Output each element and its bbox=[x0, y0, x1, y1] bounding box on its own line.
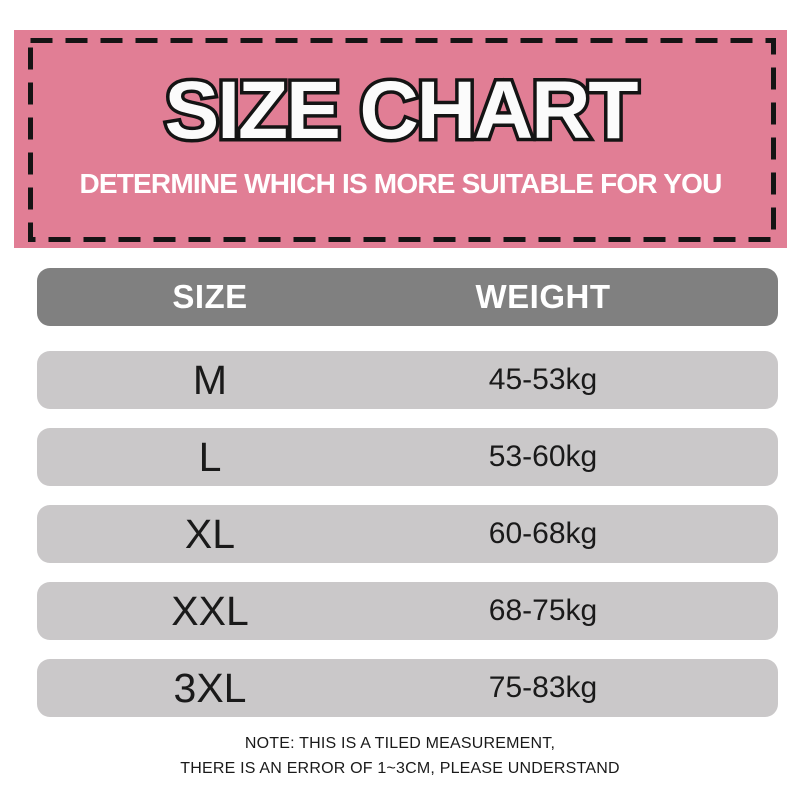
table-row: 3XL 75-83kg bbox=[37, 659, 778, 717]
weight-cell: 53-60kg bbox=[488, 440, 598, 473]
size-chart-banner: SIZE CHART SIZE CHART DETERMINE WHICH IS… bbox=[14, 30, 787, 248]
banner-title: SIZE CHART SIZE CHART bbox=[14, 65, 787, 156]
weight-cell: 75-83kg bbox=[488, 671, 598, 704]
banner-subtitle: DETERMINE WHICH IS MORE SUITABLE FOR YOU bbox=[79, 168, 722, 199]
header-weight: WEIGHT bbox=[475, 278, 611, 315]
note-line-2: THERE IS AN ERROR OF 1~3CM, PLEASE UNDER… bbox=[180, 760, 620, 777]
measurement-note: NOTE: THIS IS A TILED MEASUREMENT, THERE… bbox=[0, 731, 800, 781]
header-size: SIZE bbox=[172, 278, 248, 315]
size-cell: XXL bbox=[171, 587, 249, 634]
size-cell: 3XL bbox=[173, 664, 247, 711]
weight-cell: 68-75kg bbox=[488, 594, 598, 627]
table-row: XL 60-68kg bbox=[37, 505, 778, 563]
size-cell: XL bbox=[184, 510, 236, 557]
note-line-1: NOTE: THIS IS A TILED MEASUREMENT, bbox=[244, 735, 556, 752]
banner-title-outline: SIZE CHART bbox=[161, 65, 642, 156]
dashed-border bbox=[28, 38, 776, 242]
size-cell: L bbox=[198, 433, 222, 480]
table-header-row: SIZE WEIGHT bbox=[37, 268, 778, 326]
table-row: XXL 68-75kg bbox=[37, 582, 778, 640]
banner-title-text: SIZE CHART bbox=[164, 65, 639, 156]
size-weight-table: SIZE WEIGHT M 45-53kg L 53-60kg XL 60-68… bbox=[37, 268, 778, 736]
table-row: M 45-53kg bbox=[37, 351, 778, 409]
weight-cell: 45-53kg bbox=[488, 363, 598, 396]
size-cell: M bbox=[192, 356, 228, 403]
table-row: L 53-60kg bbox=[37, 428, 778, 486]
weight-cell: 60-68kg bbox=[488, 517, 598, 550]
